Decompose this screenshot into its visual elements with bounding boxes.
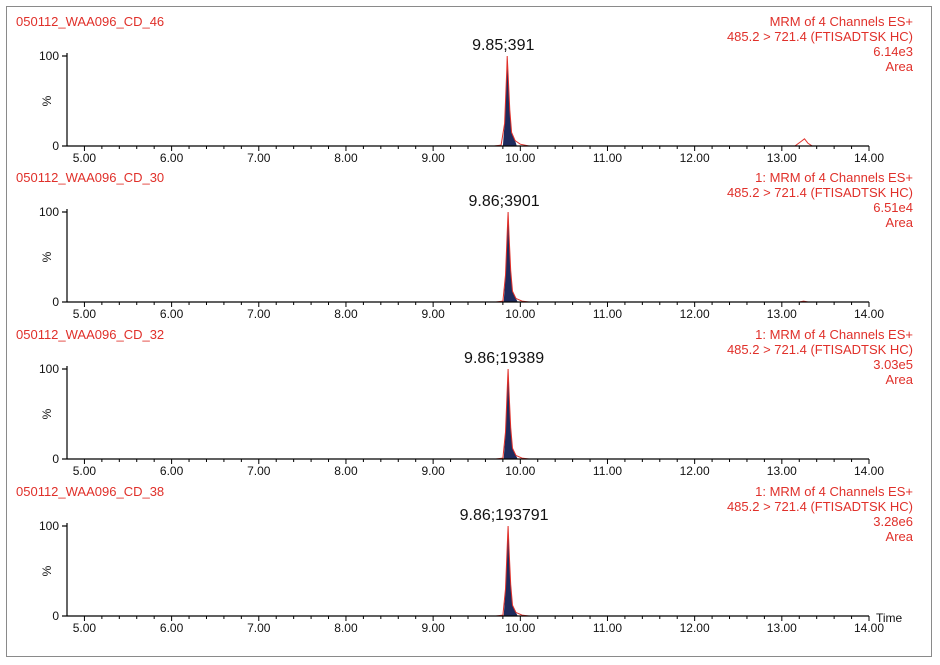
x-tick-label: 7.00 (247, 464, 271, 478)
chromatogram-panel-3: 050112_WAA096_CD_32 1: MRM of 4 Channels … (16, 327, 914, 478)
sample-name: 050112_WAA096_CD_46 (16, 14, 164, 29)
trace-line (67, 55, 869, 147)
y-tick-label: 0 (52, 295, 59, 309)
x-tick-label: 5.00 (73, 464, 97, 478)
channel-header-line: 485.2 > 721.4 (FTISADTSK HC) (727, 29, 913, 44)
x-tick-label: 9.00 (421, 621, 445, 635)
channel-header-line: 1: MRM of 4 Channels ES+ (755, 170, 913, 185)
x-tick-label: 9.00 (421, 307, 445, 321)
peak-label: 9.86;19389 (464, 350, 544, 367)
x-tick-label: 10.00 (505, 307, 535, 321)
x-tick-label: 5.00 (73, 151, 97, 165)
integrated-peak-area (502, 56, 517, 146)
x-tick-label: 11.00 (593, 307, 622, 321)
channel-header-line: Area (886, 529, 914, 544)
channel-header-line: 6.51e4 (873, 200, 913, 215)
x-tick-label: 11.00 (593, 464, 622, 478)
x-tick-label: 12.00 (680, 621, 710, 635)
trace-line (67, 368, 869, 460)
y-tick-label: 0 (52, 609, 59, 623)
channel-header-line: 485.2 > 721.4 (FTISADTSK HC) (727, 185, 913, 200)
channel-header-line: 1: MRM of 4 Channels ES+ (755, 327, 913, 342)
channel-header-line: Area (886, 372, 914, 387)
channel-header-line: 3.28e6 (873, 514, 913, 529)
x-axis-label: Time (876, 611, 903, 625)
x-tick-label: 13.00 (767, 151, 797, 165)
figure-frame (6, 6, 932, 657)
x-tick-label: 6.00 (160, 621, 184, 635)
channel-header-line: 1: MRM of 4 Channels ES+ (755, 484, 913, 499)
x-tick-label: 7.00 (247, 307, 271, 321)
x-tick-label: 14.00 (854, 151, 884, 165)
x-tick-label: 6.00 (160, 151, 184, 165)
x-tick-label: 5.00 (73, 621, 97, 635)
y-tick-label: 100 (39, 519, 59, 533)
sample-name: 050112_WAA096_CD_30 (16, 170, 164, 185)
chromatogram-panel-4: 050112_WAA096_CD_38 1: MRM of 4 Channels … (16, 484, 914, 635)
chromatogram-panel-2: 050112_WAA096_CD_30 1: MRM of 4 Channels … (16, 170, 914, 321)
peak-label: 9.85;391 (472, 37, 534, 54)
x-tick-label: 14.00 (854, 621, 884, 635)
y-tick-label: 100 (39, 362, 59, 376)
x-tick-label: 12.00 (680, 464, 710, 478)
x-tick-label: 10.00 (505, 621, 535, 635)
channel-header-line: 3.03e5 (873, 357, 913, 372)
chromatogram-panel-1: 050112_WAA096_CD_46 MRM of 4 Channels ES+… (16, 14, 914, 165)
x-tick-label: 13.00 (767, 621, 797, 635)
sample-name: 050112_WAA096_CD_32 (16, 327, 164, 342)
x-tick-label: 9.00 (421, 151, 445, 165)
y-axis-label: % (40, 408, 54, 419)
y-tick-label: 100 (39, 205, 59, 219)
x-tick-label: 13.00 (767, 464, 797, 478)
x-tick-label: 8.00 (334, 464, 358, 478)
x-tick-label: 12.00 (680, 151, 710, 165)
x-tick-label: 11.00 (593, 621, 622, 635)
y-axis-label: % (40, 95, 54, 106)
trace-line (67, 525, 869, 617)
x-tick-label: 9.00 (421, 464, 445, 478)
x-tick-label: 6.00 (160, 464, 184, 478)
channel-header-line: MRM of 4 Channels ES+ (770, 14, 913, 29)
x-tick-label: 11.00 (593, 151, 622, 165)
x-tick-label: 14.00 (854, 464, 884, 478)
channel-header-line: 485.2 > 721.4 (FTISADTSK HC) (727, 499, 913, 514)
x-tick-label: 10.00 (505, 464, 535, 478)
channel-header-line: Area (886, 59, 914, 74)
peak-label: 9.86;193791 (460, 507, 549, 524)
x-tick-label: 14.00 (854, 307, 884, 321)
y-tick-label: 0 (52, 452, 59, 466)
x-tick-label: 6.00 (160, 307, 184, 321)
sample-name: 050112_WAA096_CD_38 (16, 484, 164, 499)
x-tick-label: 8.00 (334, 151, 358, 165)
x-tick-label: 5.00 (73, 307, 97, 321)
x-tick-label: 7.00 (247, 621, 271, 635)
x-tick-label: 7.00 (247, 151, 271, 165)
x-tick-label: 8.00 (334, 621, 358, 635)
channel-header-line: 485.2 > 721.4 (FTISADTSK HC) (727, 342, 913, 357)
y-axis-label: % (40, 251, 54, 262)
peak-label: 9.86;3901 (469, 193, 540, 210)
trace-line (67, 211, 869, 303)
x-tick-label: 13.00 (767, 307, 797, 321)
channel-header-line: Area (886, 215, 914, 230)
x-tick-label: 8.00 (334, 307, 358, 321)
x-tick-label: 12.00 (680, 307, 710, 321)
channel-header-line: 6.14e3 (873, 44, 913, 59)
y-tick-label: 0 (52, 139, 59, 153)
y-tick-label: 100 (39, 49, 59, 63)
y-axis-label: % (40, 565, 54, 576)
x-tick-label: 10.00 (505, 151, 535, 165)
